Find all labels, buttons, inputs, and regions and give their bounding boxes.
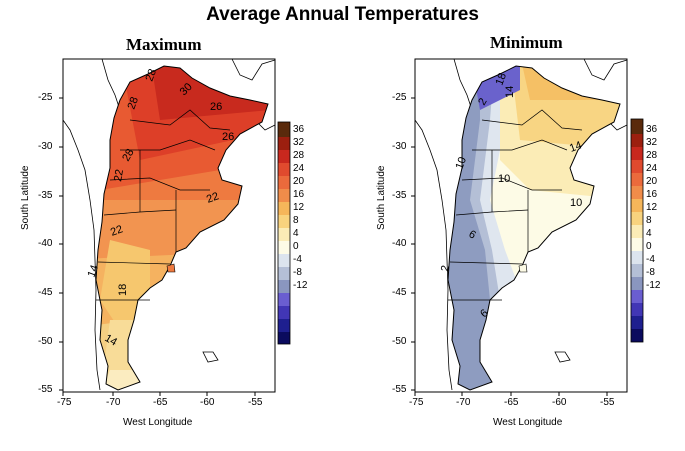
panel-title-maximum: Maximum bbox=[126, 35, 202, 54]
contour-label: 14 bbox=[86, 263, 101, 279]
colorbar-label: 36 bbox=[646, 124, 658, 135]
contour-label: 6 bbox=[467, 228, 478, 241]
page-title: Average Annual Temperatures bbox=[206, 4, 479, 25]
colorbar-label: 4 bbox=[646, 228, 652, 239]
colorbar-label: 28 bbox=[293, 150, 305, 161]
contour-label: 26 bbox=[210, 101, 222, 113]
colorbar-label: 0 bbox=[646, 241, 652, 252]
contour-label: 10 bbox=[498, 173, 510, 185]
x-axis-label-minimum: West Longitude bbox=[493, 417, 563, 428]
contour-label: 18 bbox=[494, 71, 509, 87]
province-borders-maximum bbox=[96, 109, 231, 301]
colorbar-label: 12 bbox=[293, 202, 305, 213]
colorbar-label: 32 bbox=[293, 137, 305, 148]
colorbar-label: 16 bbox=[646, 189, 658, 200]
x-tick-label: -65 bbox=[504, 397, 519, 408]
colorbar-label: 0 bbox=[293, 241, 299, 252]
y-tick-label: -35 bbox=[38, 190, 53, 201]
x-tick-label: -75 bbox=[57, 397, 72, 408]
y-tick-label: -25 bbox=[392, 92, 407, 103]
y-tick-label: -55 bbox=[38, 384, 53, 395]
colorbar-label: 8 bbox=[293, 215, 299, 226]
y-tick-label: -50 bbox=[38, 336, 53, 347]
neighbor-borders-minimum bbox=[414, 58, 628, 391]
x-tick-label: -70 bbox=[106, 397, 121, 408]
contour-label: 2 bbox=[439, 264, 452, 272]
plot-frame-maximum bbox=[62, 58, 276, 393]
contour-label: 28 bbox=[144, 67, 159, 83]
colorbar-label: -8 bbox=[646, 267, 655, 278]
colorbar-label: -12 bbox=[646, 280, 661, 291]
y-tick-label: -35 bbox=[392, 190, 407, 201]
y-tick-label: -50 bbox=[392, 336, 407, 347]
y-tick-label: -55 bbox=[392, 384, 407, 395]
colorbar-label: 24 bbox=[646, 163, 658, 174]
contour-label: 22 bbox=[112, 168, 126, 182]
x-tick-label: -55 bbox=[248, 397, 263, 408]
country-outline-maximum bbox=[95, 65, 269, 391]
province-borders-minimum bbox=[448, 109, 583, 301]
x-axis-label-maximum: West Longitude bbox=[123, 417, 193, 428]
neighbor-borders-maximum bbox=[62, 58, 276, 391]
y-tick-label: -30 bbox=[38, 141, 53, 152]
contour-label: 26 bbox=[222, 131, 234, 143]
colorbar-label: 28 bbox=[646, 150, 658, 161]
island-minimum bbox=[518, 263, 528, 273]
contour-labels-minimum: 14 10 10 10 6 6 2 2 14 18 bbox=[439, 71, 583, 320]
x-tick-label: -60 bbox=[552, 397, 567, 408]
colorbar-label: 24 bbox=[293, 163, 305, 174]
contour-label: 10 bbox=[570, 197, 582, 209]
colorbar-label: 36 bbox=[293, 124, 305, 135]
y-tick-label: -45 bbox=[392, 287, 407, 298]
colorbar-label: -8 bbox=[293, 267, 302, 278]
contour-label: 14 bbox=[103, 332, 120, 349]
y-tick-label: -45 bbox=[38, 287, 53, 298]
y-tick-label: -40 bbox=[392, 238, 407, 249]
x-tick-label: -65 bbox=[153, 397, 168, 408]
y-axis-label-minimum: South Latitude bbox=[376, 165, 387, 231]
contour-label: 28 bbox=[120, 147, 137, 164]
contour-label: 18 bbox=[117, 284, 129, 296]
contour-label: 22 bbox=[205, 190, 221, 205]
colorbar-maximum bbox=[277, 121, 291, 345]
colorbar-label: 8 bbox=[646, 215, 652, 226]
colorbar-label: 16 bbox=[293, 189, 305, 200]
x-tick-label: -70 bbox=[456, 397, 471, 408]
colorbar-label: 12 bbox=[646, 202, 658, 213]
x-tick-label: -75 bbox=[409, 397, 424, 408]
colorbar-label: 20 bbox=[293, 176, 305, 187]
x-tick-label: -60 bbox=[200, 397, 215, 408]
contour-label: 22 bbox=[109, 223, 125, 238]
plot-frame-minimum bbox=[414, 58, 628, 393]
axis-ticks-maximum bbox=[59, 97, 256, 396]
colorbar-label: -4 bbox=[646, 254, 655, 265]
y-tick-label: -40 bbox=[38, 238, 53, 249]
contour-label: 28 bbox=[126, 95, 141, 111]
colorbar-minimum bbox=[630, 118, 644, 343]
colorbar-label: -4 bbox=[293, 254, 302, 265]
contour-label: 10 bbox=[454, 155, 469, 171]
contour-label: 14 bbox=[504, 86, 516, 98]
contour-label: 2 bbox=[476, 96, 489, 107]
y-tick-label: -30 bbox=[392, 141, 407, 152]
island-maximum bbox=[166, 263, 176, 273]
colorbar-label: -12 bbox=[293, 280, 308, 291]
country-outline-minimum bbox=[447, 65, 621, 391]
contour-label: 14 bbox=[568, 139, 584, 154]
axis-ticks-minimum bbox=[411, 97, 608, 396]
colorbar-label: 20 bbox=[646, 176, 658, 187]
colorbar-label: 32 bbox=[646, 137, 658, 148]
y-tick-label: -25 bbox=[38, 92, 53, 103]
x-tick-label: -55 bbox=[600, 397, 615, 408]
panel-title-minimum: Minimum bbox=[490, 33, 563, 52]
colorbar-label: 4 bbox=[293, 228, 299, 239]
